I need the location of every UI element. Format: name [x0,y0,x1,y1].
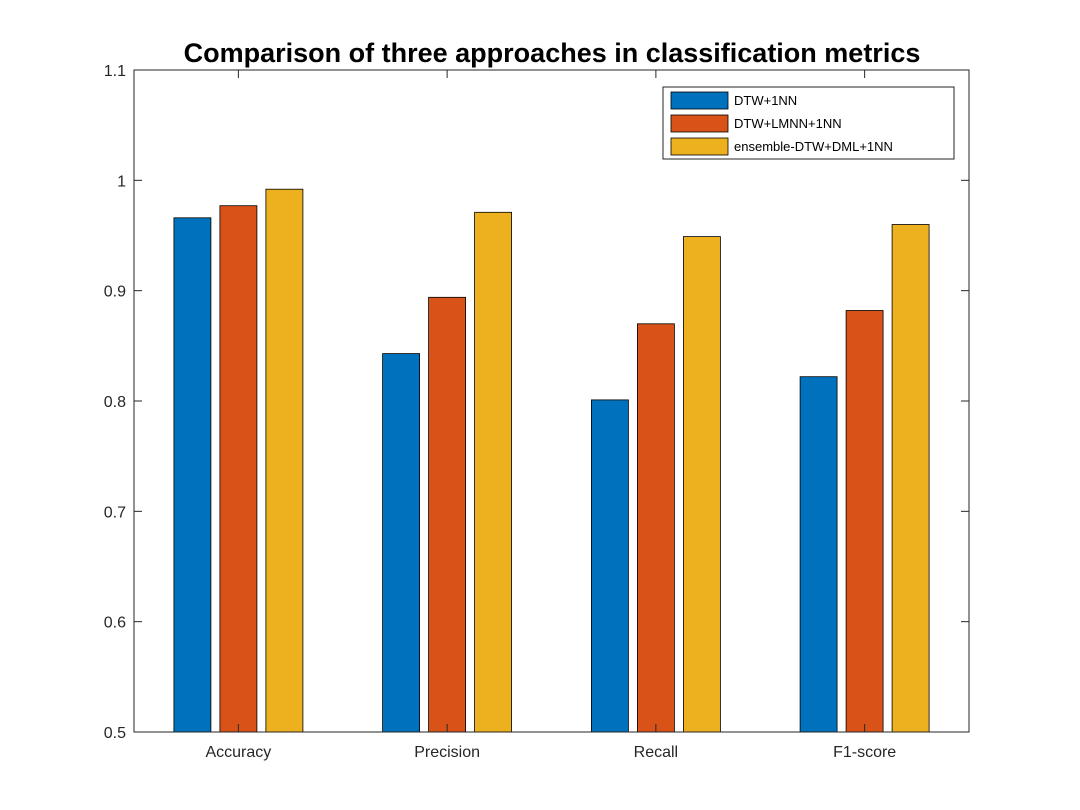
x-tick-label: Precision [414,744,480,761]
plot-area [134,70,969,732]
bar-dtw-1nn-accuracy [173,217,212,733]
bar-ensemble-dtw-dml-1nn-accuracy [265,188,304,733]
bar-ensemble-dtw-dml-1nn-f1-score [891,224,930,733]
x-tick-label: Accuracy [205,744,271,761]
bar-dtw-lmnn-1nn-accuracy [219,205,258,733]
axes-layer: 0.5 0.6 0.7 0.8 0.9 1 1.1 Accuracy Precision Reca… [104,63,970,761]
y-tick-label: 0.6 [104,615,126,632]
x-tick-label: F1-score [833,744,896,761]
y-tick-label: 0.9 [104,284,126,301]
legend-label: DTW+LMNN+1NN [734,116,842,131]
bar-dtw-1nn-recall [591,399,629,733]
bar-dtw-lmnn-1nn-f1-score [845,310,884,733]
bars-layer [173,188,930,733]
chart-title: Comparison of three approaches in classi… [184,38,921,68]
y-tick-label: 0.7 [104,504,126,521]
legend-label: DTW+1NN [734,93,797,108]
bar-dtw-lmnn-1nn-recall [637,323,675,733]
bar-ensemble-dtw-dml-1nn-recall [683,236,721,733]
y-tick-label: 0.5 [104,725,126,742]
y-tick-label: 1.1 [104,63,126,80]
y-tick-label: 0.8 [104,394,126,411]
bar-dtw-lmnn-1nn-precision [428,296,467,733]
legend-swatch [670,137,729,156]
bar-ensemble-dtw-dml-1nn-precision [474,211,513,733]
legend-label: ensemble-DTW+DML+1NN [734,139,893,154]
legend-swatch [670,91,729,110]
bar-dtw-1nn-precision [382,353,421,733]
legend: DTW+1NN DTW+LMNN+1NN ensemble-DTW+DML+1NN [662,86,955,160]
x-tick-label: Recall [634,744,678,761]
bar-dtw-1nn-f1-score [799,376,838,733]
legend-swatch [670,114,729,133]
y-tick-label: 1 [117,173,126,190]
